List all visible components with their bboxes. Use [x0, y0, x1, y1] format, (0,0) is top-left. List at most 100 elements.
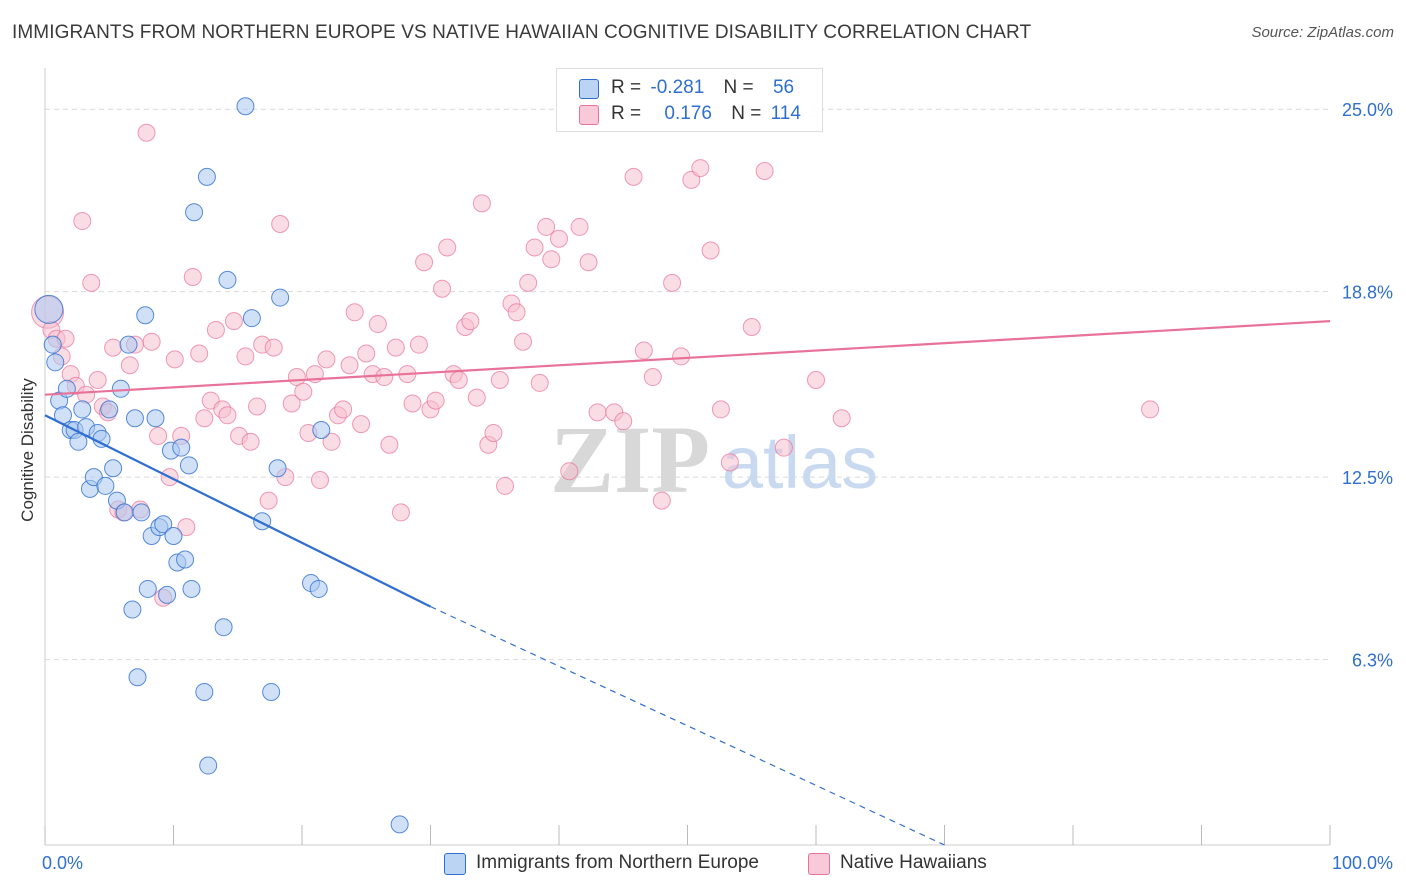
series-immigrants-northern-europe	[34, 97, 409, 834]
legend-n-label-pink: N =	[731, 103, 762, 124]
point-native-hawaiians	[550, 229, 568, 248]
point-immigrants-northern-europe	[262, 682, 281, 701]
point-native-hawaiians	[530, 373, 549, 392]
point-immigrants-northern-europe	[115, 503, 134, 522]
point-native-hawaiians	[386, 338, 405, 357]
point-native-hawaiians	[490, 370, 509, 389]
point-native-hawaiians	[241, 432, 260, 451]
legend-text-pink: R = 0.176 N = 114	[611, 103, 801, 125]
point-native-hawaiians	[472, 194, 491, 213]
point-native-hawaiians	[519, 273, 538, 292]
point-native-hawaiians	[672, 347, 691, 366]
point-native-hawaiians	[271, 214, 290, 233]
point-native-hawaiians	[190, 344, 209, 363]
legend-r-value-blue: -0.281	[650, 77, 705, 98]
watermark-atlas: atlas	[722, 421, 878, 504]
point-native-hawaiians	[652, 491, 671, 510]
point-native-hawaiians	[588, 403, 607, 422]
point-native-hawaiians	[224, 312, 243, 331]
y-tick-label-3: 25.0%	[1342, 100, 1393, 120]
point-native-hawaiians	[514, 332, 533, 351]
point-native-hawaiians	[380, 435, 399, 454]
point-native-hawaiians	[317, 350, 336, 369]
y-tick-label-0: 6.3%	[1352, 651, 1393, 671]
point-native-hawaiians	[711, 400, 730, 419]
point-native-hawaiians	[104, 338, 123, 357]
point-native-hawaiians	[742, 318, 761, 336]
point-native-hawaiians	[403, 394, 422, 413]
point-native-hawaiians	[142, 332, 161, 351]
point-immigrants-northern-europe	[312, 421, 331, 440]
point-native-hawaiians	[634, 341, 653, 360]
point-native-hawaiians	[461, 312, 480, 331]
point-native-hawaiians	[1141, 400, 1160, 419]
legend-swatch-blue	[579, 79, 599, 99]
point-native-hawaiians	[832, 409, 851, 428]
point-native-hawaiians	[165, 350, 184, 369]
point-native-hawaiians	[294, 382, 313, 401]
point-native-hawaiians	[368, 315, 387, 334]
y-axis-label: Cognitive Disability	[18, 378, 37, 522]
point-immigrants-northern-europe	[199, 756, 218, 775]
chart-source: Source: ZipAtlas.com	[1251, 24, 1394, 41]
legend-n-value-blue: 56	[772, 77, 795, 98]
point-native-hawaiians	[691, 159, 710, 178]
point-immigrants-northern-europe	[390, 815, 409, 834]
point-native-hawaiians	[525, 238, 544, 257]
point-immigrants-northern-europe	[179, 456, 198, 475]
point-immigrants-northern-europe	[309, 579, 328, 598]
point-immigrants-northern-europe	[73, 400, 92, 419]
legend-r-label-blue: R =	[611, 77, 642, 98]
legend-r-value-pink: 0.176	[664, 103, 712, 124]
point-native-hawaiians	[310, 471, 329, 490]
point-native-hawaiians	[322, 432, 341, 451]
point-immigrants-northern-europe	[100, 400, 119, 419]
point-native-hawaiians	[282, 394, 301, 413]
point-native-hawaiians	[120, 356, 139, 375]
watermark: ZIP atlas	[550, 406, 878, 513]
correlation-legend: R = -0.281 N = 56 R = 0.176 N = 114	[556, 68, 823, 132]
point-immigrants-northern-europe	[128, 668, 147, 687]
point-native-hawaiians	[88, 370, 107, 389]
point-native-hawaiians	[248, 397, 267, 416]
point-native-hawaiians	[415, 253, 434, 272]
trend-line-blue	[44, 414, 431, 608]
point-immigrants-northern-europe	[242, 309, 261, 328]
point-native-hawaiians	[560, 462, 579, 481]
point-immigrants-northern-europe	[214, 618, 233, 637]
point-immigrants-northern-europe	[92, 429, 111, 448]
point-native-hawaiians	[77, 385, 96, 404]
legend-r-label-pink: R =	[611, 103, 642, 124]
bottom-legend: Immigrants from Northern Europe Native H…	[0, 852, 1406, 878]
point-immigrants-northern-europe	[111, 379, 130, 398]
point-native-hawaiians	[195, 409, 214, 428]
point-native-hawaiians	[449, 370, 468, 389]
point-native-hawaiians	[624, 167, 643, 186]
point-immigrants-northern-europe	[158, 585, 177, 604]
point-native-hawaiians	[570, 217, 589, 236]
point-native-hawaiians	[357, 344, 376, 363]
point-native-hawaiians	[409, 335, 428, 354]
point-immigrants-northern-europe	[104, 459, 123, 478]
point-immigrants-northern-europe	[123, 600, 142, 619]
point-native-hawaiians	[542, 250, 561, 269]
point-native-hawaiians	[807, 370, 825, 389]
point-native-hawaiians	[183, 267, 202, 286]
point-immigrants-northern-europe	[43, 335, 62, 354]
point-immigrants-northern-europe	[34, 294, 64, 324]
point-immigrants-northern-europe	[119, 335, 138, 354]
y-axis-label-wrap: Cognitive Disability	[15, 300, 41, 600]
chart-title: IMMIGRANTS FROM NORTHERN EUROPE VS NATIV…	[12, 22, 1032, 43]
point-immigrants-northern-europe	[236, 97, 255, 116]
point-native-hawaiians	[438, 238, 457, 257]
point-native-hawaiians	[643, 368, 662, 387]
point-native-hawaiians	[433, 279, 452, 298]
trend-line-blue-extension	[430, 606, 945, 846]
bottom-legend-swatch-blue	[444, 853, 466, 875]
bottom-legend-label-blue: Immigrants from Northern Europe	[476, 852, 759, 873]
bottom-legend-swatch-pink	[808, 853, 830, 875]
trend-lines	[44, 320, 1331, 846]
point-native-hawaiians	[755, 162, 774, 181]
trend-line-pink	[44, 320, 1331, 396]
legend-text-blue: R = -0.281 N = 56	[611, 77, 794, 99]
